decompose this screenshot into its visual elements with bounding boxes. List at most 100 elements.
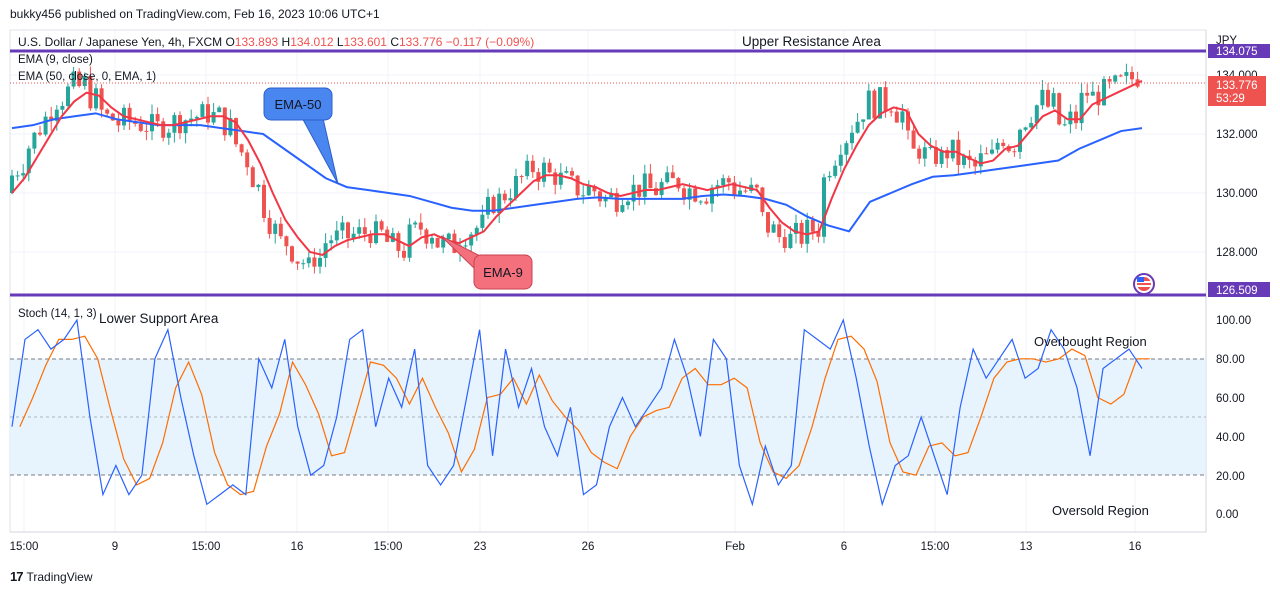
candle <box>407 218 412 262</box>
candle-body <box>1034 105 1039 123</box>
candle <box>984 147 989 155</box>
lower-support-label: Lower Support Area <box>99 311 219 326</box>
candle <box>256 183 261 192</box>
candle-body <box>446 233 451 240</box>
ema9-callout[interactable]: EMA-9 <box>440 235 533 290</box>
price-tick-130: 130.000 <box>1216 188 1258 200</box>
candle-body <box>1096 91 1101 106</box>
candle-body <box>1029 122 1034 128</box>
candle-body <box>906 111 910 131</box>
candle-body <box>1012 151 1017 153</box>
stoch-tick-20: 20.00 <box>1216 471 1245 483</box>
candle <box>340 215 345 240</box>
candle-body <box>771 224 776 233</box>
legend-ema9: EMA (9, close) <box>18 54 93 66</box>
ema50-callout[interactable]: EMA-50 <box>263 87 339 185</box>
candle <box>424 227 429 249</box>
candle <box>49 106 54 131</box>
candle-body <box>939 150 944 164</box>
legend-ema50: EMA (50, close, 0, EMA, 1) <box>18 71 156 83</box>
candle <box>138 116 143 133</box>
candle-body <box>10 175 14 193</box>
candle-body <box>962 155 966 165</box>
candle-body <box>43 116 48 135</box>
candle <box>183 119 188 144</box>
candle-body <box>810 219 815 232</box>
candle <box>738 181 742 196</box>
last-price-label: 133.776 <box>1216 80 1258 92</box>
candle-body <box>161 121 166 138</box>
candle <box>682 185 686 205</box>
candle-body <box>245 152 250 168</box>
candle <box>1118 74 1123 78</box>
candle-body <box>866 90 871 120</box>
candle <box>1096 85 1101 116</box>
candle <box>855 113 860 134</box>
candle <box>766 212 770 238</box>
candle <box>463 239 468 249</box>
candle <box>586 180 591 196</box>
candle <box>1090 81 1095 96</box>
price-axis[interactable]: JPY 134.075 134.000 133.776 53:29 132.00… <box>1208 35 1270 297</box>
candle-body <box>833 165 838 176</box>
candle-body <box>1124 72 1129 76</box>
candle-body <box>592 185 597 192</box>
candle <box>26 145 31 182</box>
candle-body <box>206 104 210 123</box>
candle <box>71 66 76 89</box>
candle <box>172 112 177 143</box>
candle <box>480 204 485 232</box>
candle <box>866 83 871 120</box>
candle <box>290 245 294 264</box>
candle <box>486 188 490 219</box>
candle <box>43 111 48 137</box>
candle-body <box>497 193 502 214</box>
candle <box>805 212 810 253</box>
ema9-callout-box <box>473 254 533 290</box>
candle <box>570 167 574 179</box>
candle <box>301 259 306 270</box>
stoch-tick-60: 60.00 <box>1216 393 1245 405</box>
candle-body <box>1051 93 1056 107</box>
candle <box>542 157 546 188</box>
candle-body <box>620 205 625 212</box>
candle <box>1085 83 1090 104</box>
stoch-tick-0: 0.00 <box>1216 509 1238 521</box>
candle-body <box>222 107 227 136</box>
candle <box>469 232 474 254</box>
candle <box>318 248 322 274</box>
candle-body <box>648 173 653 189</box>
candle <box>402 243 406 261</box>
candle <box>553 168 558 195</box>
candle <box>654 181 658 196</box>
candle-body <box>861 119 866 122</box>
candle-body <box>77 71 82 87</box>
time-axis[interactable]: 15:00 9 15:00 16 15:00 23 26 Feb 6 15:00… <box>10 541 1142 553</box>
candle <box>900 104 905 130</box>
candle <box>228 109 233 137</box>
candle-body <box>1057 93 1062 125</box>
candle <box>1079 83 1084 131</box>
time-label: 26 <box>582 541 595 553</box>
legend-stoch: Stoch (14, 1, 3) <box>18 308 97 320</box>
candle-body <box>15 175 20 177</box>
candle-body <box>665 172 670 183</box>
candle <box>850 125 854 150</box>
candle <box>1001 139 1006 149</box>
candle <box>945 146 950 168</box>
stoch-axis[interactable]: 100.00 80.00 60.00 40.00 20.00 0.00 <box>1216 315 1251 521</box>
support-price-badge <box>1208 282 1270 297</box>
time-label: 23 <box>474 541 487 553</box>
time-label: Feb <box>725 541 745 553</box>
tradingview-logo[interactable]: 17 TradingView <box>10 569 93 584</box>
us-flag-icon[interactable] <box>1133 273 1155 295</box>
candle <box>262 179 266 223</box>
candle-body <box>435 237 440 248</box>
candle <box>374 214 378 245</box>
candle-body <box>850 132 854 144</box>
candle <box>547 158 552 174</box>
candle <box>60 101 65 116</box>
candle <box>161 117 166 142</box>
candle-body <box>138 123 143 131</box>
